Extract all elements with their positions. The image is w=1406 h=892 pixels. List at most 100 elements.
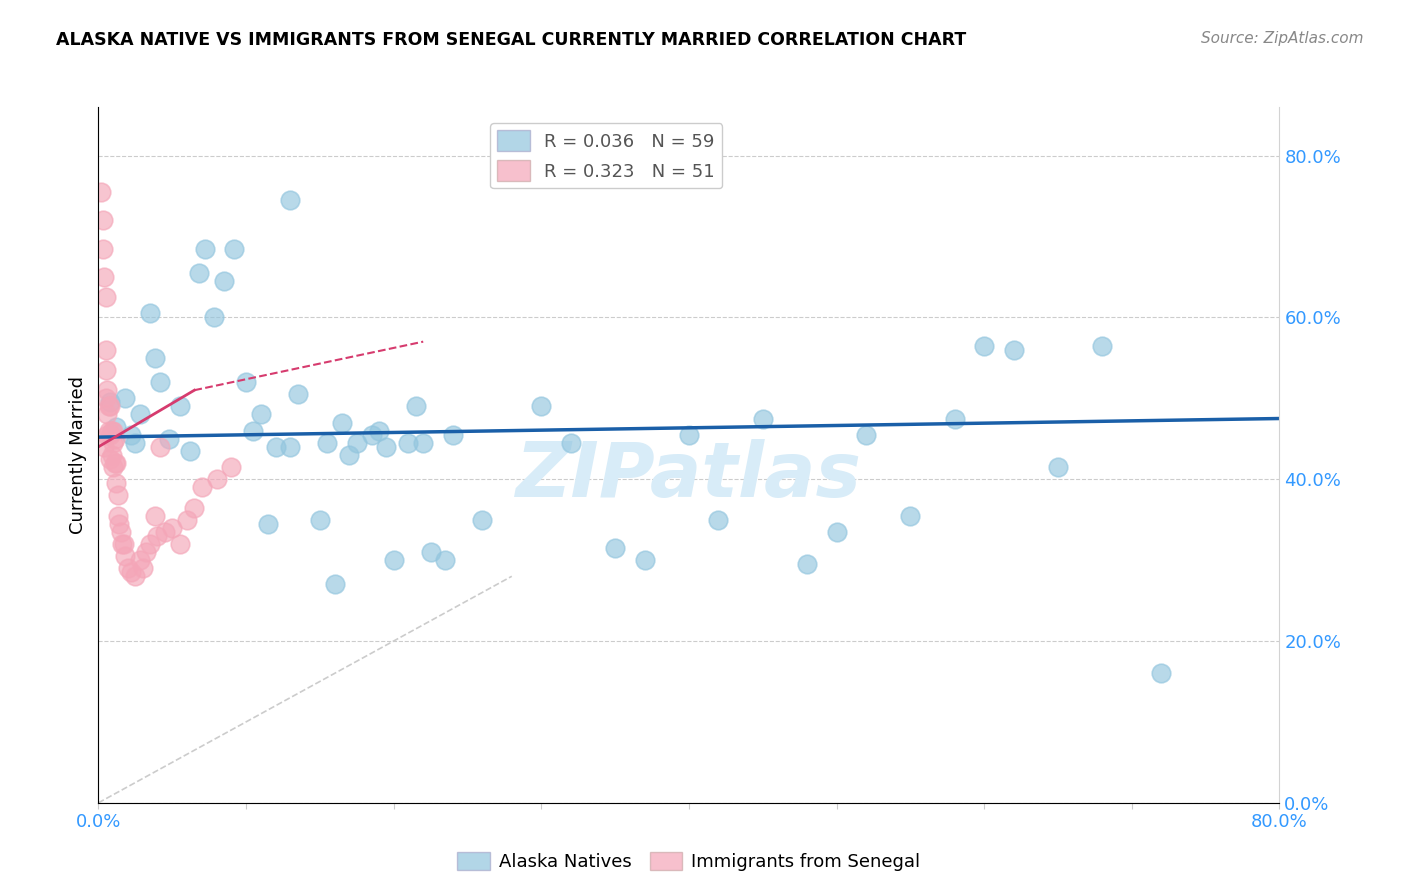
Point (107, 508, 129, 523)
Y-axis label: Currently Married: Currently Married (69, 376, 87, 534)
Point (120, 566, 142, 580)
Point (471, 513, 494, 527)
Point (114, 392, 136, 406)
Point (224, 242, 246, 256)
Point (560, 435, 582, 450)
Point (139, 306, 162, 320)
Point (149, 440, 172, 454)
Point (530, 400, 553, 414)
Point (94, 363, 117, 377)
Point (93, 440, 115, 454)
Point (124, 569, 146, 583)
Point (105, 476, 128, 491)
Point (135, 545, 157, 559)
Point (1091, 339, 1114, 353)
Point (825, 524, 848, 539)
Point (94, 343, 117, 357)
Point (187, 266, 209, 280)
Point (419, 545, 441, 559)
Point (368, 424, 391, 438)
Point (143, 351, 166, 365)
Point (242, 424, 264, 438)
Point (157, 432, 180, 446)
Point (107, 488, 129, 502)
Point (278, 440, 302, 454)
Point (176, 513, 198, 527)
Point (104, 432, 127, 446)
Point (202, 310, 225, 325)
Point (103, 435, 125, 450)
Point (112, 537, 135, 551)
Point (346, 435, 368, 450)
Point (98, 400, 121, 414)
Point (1150, 666, 1173, 681)
Point (111, 537, 134, 551)
Point (191, 480, 214, 494)
Point (162, 521, 183, 535)
Point (751, 411, 773, 425)
Point (339, 448, 360, 462)
Point (375, 440, 398, 454)
Point (98, 427, 121, 442)
Point (412, 435, 434, 450)
Point (179, 443, 201, 458)
Point (90, 185, 112, 199)
Point (707, 513, 730, 527)
Point (212, 274, 235, 288)
Legend: Alaska Natives, Immigrants from Senegal: Alaska Natives, Immigrants from Senegal (450, 845, 928, 879)
Point (94, 392, 117, 406)
Point (323, 577, 346, 591)
Point (169, 537, 191, 551)
Point (605, 541, 627, 555)
Point (96, 427, 118, 442)
Point (143, 508, 166, 523)
Point (100, 448, 122, 462)
Point (120, 427, 142, 442)
Point (855, 427, 877, 442)
Point (441, 427, 464, 442)
Text: Source: ZipAtlas.com: Source: ZipAtlas.com (1201, 31, 1364, 46)
Point (139, 537, 162, 551)
Point (132, 561, 155, 575)
Point (278, 193, 302, 207)
Point (287, 387, 309, 401)
Point (973, 339, 995, 353)
Point (678, 427, 700, 442)
Point (169, 400, 191, 414)
Point (796, 557, 818, 571)
Point (91, 242, 114, 256)
Point (405, 400, 427, 414)
Point (330, 416, 353, 430)
Point (114, 549, 136, 563)
Point (108, 516, 131, 531)
Point (96, 408, 118, 422)
Point (146, 529, 169, 543)
Point (250, 408, 273, 422)
Point (382, 553, 405, 567)
Point (633, 553, 655, 567)
Point (434, 553, 457, 567)
Point (94, 290, 117, 304)
Point (105, 419, 128, 434)
Point (110, 524, 132, 539)
Point (900, 508, 922, 523)
Point (97, 400, 120, 414)
Point (1002, 343, 1025, 357)
Point (98, 395, 121, 409)
Point (124, 435, 146, 450)
Point (264, 440, 287, 454)
Point (205, 472, 228, 486)
Point (104, 456, 127, 470)
Point (309, 513, 332, 527)
Point (117, 561, 139, 575)
Point (235, 375, 257, 389)
Legend: R = 0.036   N = 59, R = 0.323   N = 51: R = 0.036 N = 59, R = 0.323 N = 51 (491, 123, 723, 188)
Point (183, 500, 205, 515)
Point (128, 553, 150, 567)
Point (316, 435, 339, 450)
Point (943, 411, 966, 425)
Point (98, 452, 121, 467)
Point (128, 408, 150, 422)
Point (97, 424, 120, 438)
Point (93, 269, 115, 284)
